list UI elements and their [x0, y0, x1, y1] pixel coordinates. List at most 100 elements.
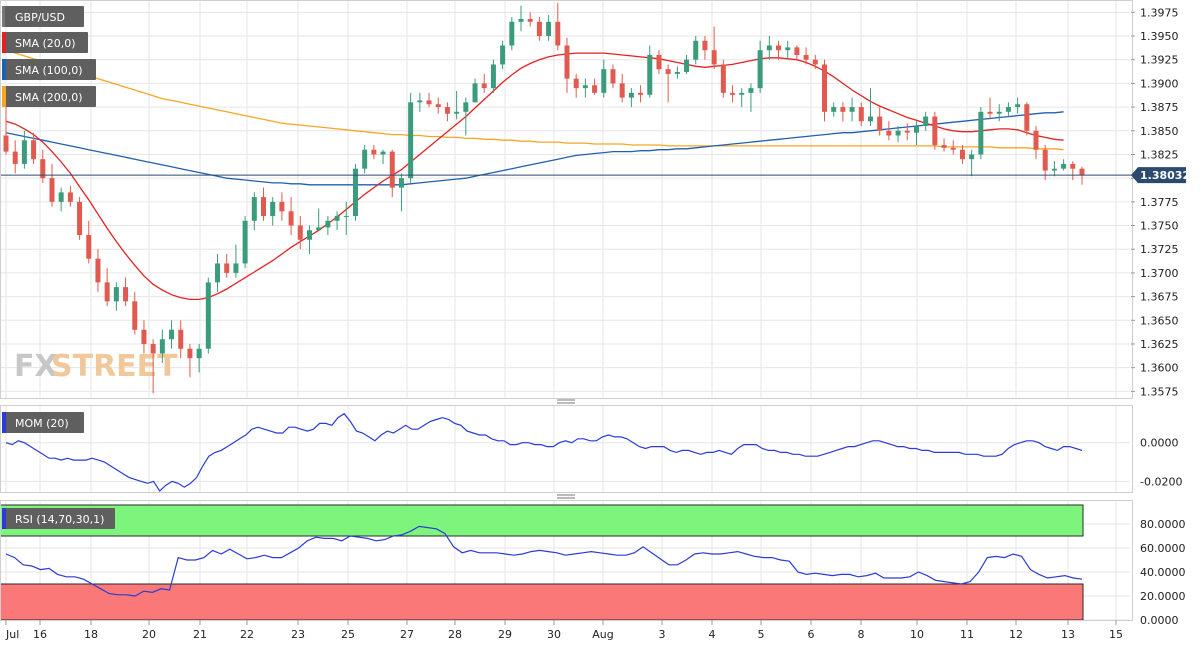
- candle-body: [711, 50, 717, 65]
- candle: [684, 54, 690, 74]
- candle-body: [1079, 168, 1085, 176]
- candle: [150, 339, 156, 394]
- candle: [950, 140, 956, 155]
- main-series: [0, 2, 1135, 394]
- panel-border: [0, 0, 1133, 399]
- candle: [141, 320, 147, 354]
- candle: [978, 107, 984, 160]
- x-tick-label: 3: [659, 628, 666, 641]
- candle: [362, 144, 368, 174]
- candle: [638, 85, 644, 103]
- panel-border: [0, 405, 1133, 493]
- candle: [490, 59, 496, 93]
- y-tick-label: 1.3900: [1140, 77, 1179, 90]
- candle-body: [40, 159, 46, 179]
- candle: [463, 97, 469, 136]
- y-tick-label: 1.3625: [1140, 338, 1179, 351]
- sma20-line: [5, 52, 1064, 301]
- candle-body: [748, 88, 754, 93]
- watermark-street: STREET: [51, 349, 178, 384]
- candle-body: [647, 54, 653, 95]
- candle-body: [1015, 104, 1021, 108]
- candle-body: [730, 92, 736, 95]
- rsi-y-tick-label: 0.0000: [1140, 614, 1179, 627]
- candle: [656, 50, 662, 74]
- panel-divider-handle-2[interactable]: [557, 494, 575, 499]
- candle-body: [619, 83, 625, 98]
- candle-body: [1033, 130, 1039, 150]
- candle: [196, 343, 202, 373]
- sma200-legend: SMA (200,0): [2, 86, 96, 107]
- candle: [1042, 144, 1048, 181]
- candle-body: [573, 78, 579, 89]
- candle: [1024, 102, 1030, 136]
- candle: [159, 329, 165, 363]
- y-tick-label: 1.3700: [1140, 267, 1179, 280]
- candle-body: [739, 92, 745, 95]
- candle-body: [766, 45, 772, 51]
- candle: [1005, 102, 1011, 117]
- panel-divider-handle-1[interactable]: [557, 399, 575, 404]
- candle-body: [417, 100, 423, 103]
- candle-body: [86, 235, 92, 259]
- candle-body: [674, 72, 680, 74]
- candle: [40, 149, 46, 183]
- rsi-y-tick-label: 40.0000: [1140, 566, 1186, 579]
- candle: [821, 59, 827, 122]
- candle: [472, 78, 478, 103]
- candle: [389, 149, 395, 198]
- title-label: GBP/USD: [2, 6, 84, 27]
- x-tick-label: 8: [858, 628, 865, 641]
- candle-body: [371, 149, 377, 155]
- last-price-tag: 1.38032: [1131, 167, 1190, 184]
- candle-body: [987, 111, 993, 114]
- candle: [831, 102, 837, 117]
- candle: [316, 208, 322, 231]
- candle: [527, 12, 533, 27]
- x-tick-label: 5: [758, 628, 765, 641]
- rsi-oversold-zone: [0, 583, 1084, 621]
- y-tick-label: 1.3825: [1140, 148, 1179, 161]
- x-tick-label: 30: [547, 628, 561, 641]
- candle: [996, 104, 1002, 122]
- candle: [67, 185, 73, 207]
- candle-body: [12, 151, 18, 164]
- candle: [279, 192, 285, 221]
- candle: [702, 36, 708, 60]
- y-tick-label: 1.3600: [1140, 362, 1179, 375]
- candle-body: [895, 130, 901, 136]
- candle: [58, 187, 64, 212]
- candle: [628, 88, 634, 108]
- candle-body: [776, 45, 782, 51]
- candle: [840, 102, 846, 122]
- candle: [941, 138, 947, 152]
- candle: [31, 132, 37, 164]
- candle: [21, 130, 27, 169]
- candle: [233, 244, 239, 278]
- candle: [757, 40, 763, 93]
- candle: [877, 107, 883, 136]
- candle: [518, 5, 524, 32]
- candle-body: [113, 287, 119, 302]
- candle: [306, 225, 312, 254]
- candle-body: [1042, 149, 1048, 171]
- candle-body: [702, 40, 708, 51]
- candle: [601, 59, 607, 98]
- candle: [739, 88, 745, 108]
- candle-body: [500, 45, 506, 65]
- candle-body: [546, 21, 552, 37]
- candle-body: [582, 85, 588, 89]
- candle-body: [1051, 168, 1057, 171]
- x-tick-label: 4: [709, 628, 716, 641]
- rsi-label: RSI (14,70,30,1): [2, 508, 115, 529]
- candle-body: [665, 69, 671, 74]
- candle-body: [426, 100, 432, 105]
- candle-body: [1070, 163, 1076, 169]
- candle-body: [297, 225, 303, 240]
- candle: [776, 40, 782, 60]
- candle-body: [481, 83, 487, 89]
- candle-body: [886, 130, 892, 136]
- candle-body: [684, 59, 690, 73]
- y-tick-label: 1.3950: [1140, 30, 1179, 43]
